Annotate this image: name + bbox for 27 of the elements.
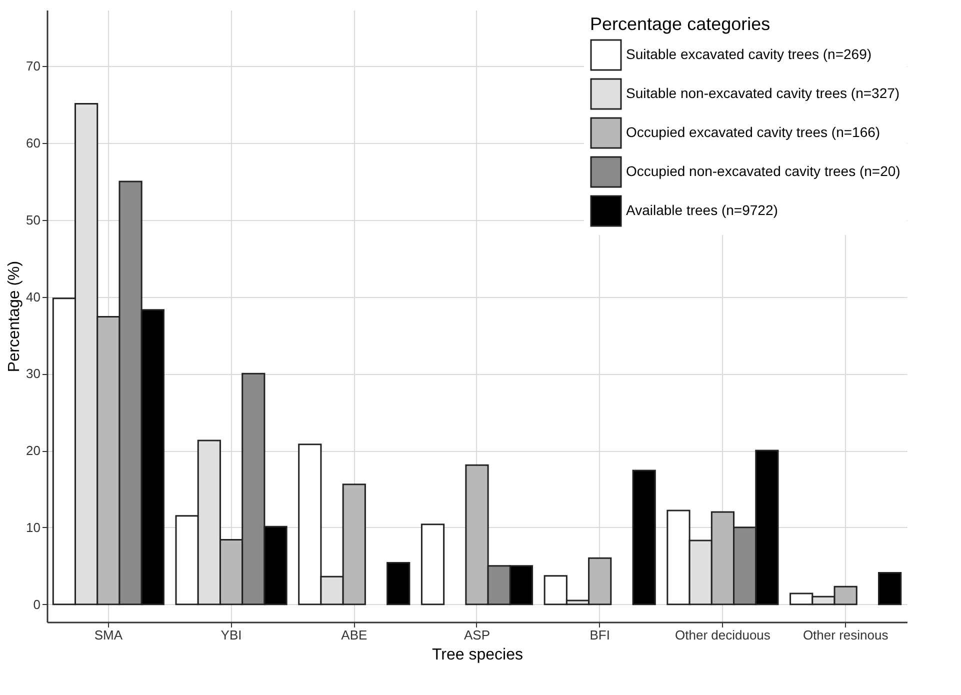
- legend-label: Available trees (n=9722): [626, 202, 778, 218]
- bar: [386, 562, 410, 606]
- x-tick-label: ABE: [341, 628, 368, 642]
- bar: [632, 470, 656, 606]
- x-tick-label: SMA: [94, 628, 123, 642]
- y-tick-label: 50: [26, 212, 40, 228]
- y-tick-label: 60: [26, 136, 40, 151]
- x-tick-label: Other deciduous: [675, 628, 771, 642]
- legend-label: Occupied excavated cavity trees (n=166): [626, 124, 880, 140]
- bar: [878, 572, 902, 606]
- legend-label: Occupied non-excavated cavity trees (n=20): [626, 163, 900, 179]
- y-tick-label: 20: [26, 443, 40, 458]
- bar: [420, 524, 445, 606]
- x-axis-title: Tree species: [432, 646, 523, 664]
- x-tick-label: Other resinous: [802, 628, 889, 642]
- x-tick-label: ASP: [464, 628, 490, 642]
- legend-label: Suitable non-excavated cavity trees (n=327): [626, 85, 900, 101]
- y-axis-title: Percentage (%): [6, 260, 24, 372]
- y-tick-label: 10: [26, 520, 40, 535]
- y-tick-label: 30: [26, 366, 40, 382]
- x-tick-label: BFI: [590, 628, 610, 642]
- legend-label: Suitable excavated cavity trees (n=269): [626, 46, 872, 62]
- y-tick-label: 0: [33, 596, 40, 612]
- y-tick-label: 40: [26, 289, 40, 304]
- y-tick-label: 70: [26, 58, 40, 74]
- legend-title: Percentage categories: [590, 14, 770, 34]
- x-tick-label: YBI: [220, 628, 242, 642]
